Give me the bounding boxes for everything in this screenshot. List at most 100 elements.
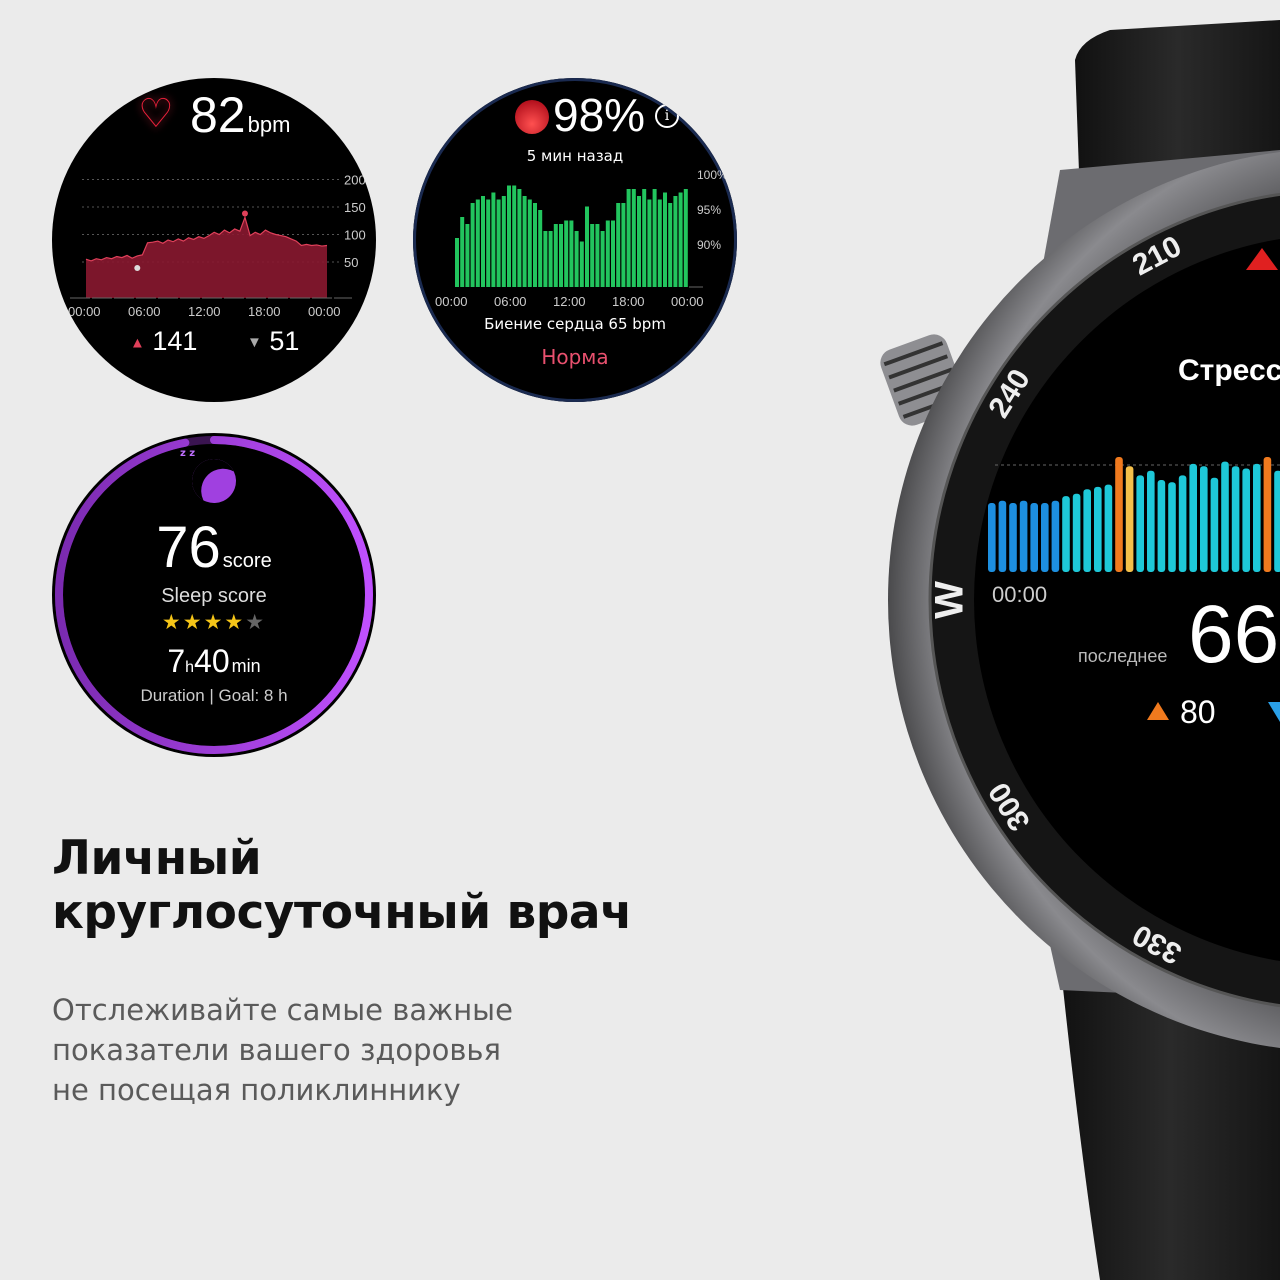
y-tick-label: 90% bbox=[697, 238, 721, 252]
stress-bar bbox=[1062, 496, 1070, 572]
spo2-subtitle: 5 мин назад bbox=[526, 147, 624, 165]
description: Отслеживайте самые важные показатели ваш… bbox=[52, 990, 513, 1110]
sleep-ring bbox=[55, 436, 373, 754]
watch-screen bbox=[974, 239, 1280, 961]
x-tick-label: 12:00 bbox=[188, 304, 221, 319]
spo2-bar bbox=[590, 224, 595, 287]
spo2-bar bbox=[527, 199, 532, 287]
stress-bar bbox=[1210, 477, 1219, 572]
spo2-svg: 100% 95% 90% 00:00 06:00 12:00 18:00 00:00 bbox=[435, 168, 728, 309]
spo2-bar bbox=[605, 220, 610, 287]
heart-rate-value: 82 bbox=[190, 87, 246, 143]
stress-bar bbox=[1136, 475, 1144, 572]
description-line-3: не посещая поликлиннику bbox=[52, 1073, 461, 1107]
y-tick-label: 200 bbox=[344, 173, 366, 188]
star-icon: ★ bbox=[182, 610, 204, 634]
stress-bar bbox=[1041, 503, 1049, 572]
spo2-bar bbox=[616, 203, 621, 287]
heart-rate-svg: 200 150 100 50 00:00 06:00 12:00 18:00 00:00 bbox=[68, 173, 366, 320]
sleep-goal: Duration | Goal: 8 h bbox=[140, 686, 288, 705]
star-icon: ★ bbox=[161, 610, 183, 634]
description-line-2: показатели вашего здоровья bbox=[52, 1033, 501, 1067]
heart-rate-dial: 200 150 100 50 00:00 06:00 12:00 18:00 00:00 ♡ 8… bbox=[52, 78, 376, 402]
spo2-bar bbox=[626, 189, 631, 287]
x-tick-label: 18:00 bbox=[248, 304, 281, 319]
stress-bar bbox=[1200, 466, 1208, 572]
spo2-bar bbox=[683, 189, 688, 287]
stress-bar bbox=[1125, 466, 1134, 572]
stress-bar bbox=[1115, 457, 1123, 572]
stress-bar bbox=[1263, 457, 1272, 572]
spo2-value: 98% bbox=[553, 89, 646, 141]
x-tick-label: 00:00 bbox=[435, 294, 468, 309]
info-icon[interactable]: i bbox=[655, 104, 679, 128]
spo2-bar bbox=[569, 220, 574, 287]
spo2-bar bbox=[553, 224, 558, 287]
bezel-label: W bbox=[928, 581, 972, 619]
stress-bar bbox=[1147, 470, 1155, 572]
spo2-bar bbox=[559, 224, 563, 287]
spo2-bar bbox=[579, 241, 584, 287]
spo2-bar bbox=[548, 231, 553, 287]
stress-min-arrow-icon bbox=[1268, 702, 1280, 722]
spo2-bar bbox=[663, 192, 667, 287]
stress-title: Стресс bbox=[1178, 354, 1280, 387]
stress-bar bbox=[988, 503, 996, 572]
stress-bar bbox=[1253, 463, 1261, 572]
min-point bbox=[134, 264, 141, 271]
stress-bar bbox=[1030, 503, 1038, 572]
spo2-bar bbox=[533, 203, 537, 287]
spo2-dial: 100% 95% 90% 00:00 06:00 12:00 18:00 00:00 98% … bbox=[413, 78, 737, 402]
stress-bar bbox=[998, 500, 1007, 572]
spo2-bar bbox=[652, 189, 657, 287]
y-tick-label: 100% bbox=[697, 168, 728, 182]
spo2-bar bbox=[512, 185, 517, 287]
sleep-score-unit: score bbox=[222, 550, 272, 572]
star-icon: ★ bbox=[203, 610, 225, 634]
spo2-bar bbox=[481, 196, 485, 287]
x-tick-label: 12:00 bbox=[553, 294, 586, 309]
spo2-bar bbox=[585, 206, 589, 287]
spo2-bar bbox=[455, 238, 459, 287]
sleep-hours: 7 bbox=[167, 643, 186, 679]
spo2-bar bbox=[460, 217, 465, 287]
stress-chart bbox=[988, 457, 1280, 572]
north-marker-icon bbox=[1246, 248, 1278, 270]
spo2-bar bbox=[657, 199, 662, 287]
spo2-bar bbox=[600, 231, 605, 287]
spo2-bar bbox=[668, 203, 673, 287]
stress-bar bbox=[1051, 500, 1060, 572]
spo2-chart: 100% 95% 90% 00:00 06:00 12:00 18:00 00:00 bbox=[435, 168, 728, 309]
sleep-minutes-unit: min bbox=[231, 656, 261, 676]
stress-bar bbox=[1242, 468, 1250, 572]
spo2-bar bbox=[595, 224, 600, 287]
spo2-bar bbox=[470, 203, 475, 287]
x-tick-label: 06:00 bbox=[494, 294, 527, 309]
spo2-bar bbox=[678, 192, 683, 287]
description-line-1: Отслеживайте самые важные bbox=[52, 993, 513, 1027]
spo2-bar bbox=[465, 224, 470, 287]
sleep-dial: z z 76 score Sleep score ★★★★★ 7h40 min Du… bbox=[52, 433, 376, 757]
zzz-icon: z z bbox=[180, 448, 196, 459]
heart-rate-unit: bpm bbox=[247, 112, 291, 137]
stress-bar bbox=[1274, 470, 1280, 572]
stress-bar bbox=[1178, 475, 1187, 572]
spo2-bar bbox=[631, 189, 636, 287]
min-arrow-icon: ▼ bbox=[246, 334, 262, 352]
spo2-bar bbox=[543, 231, 548, 287]
stress-bar bbox=[1168, 482, 1176, 572]
spo2-heart-line: Биение сердца 65 bpm bbox=[484, 315, 666, 333]
blood-drop-icon bbox=[515, 100, 549, 134]
spo2-bar bbox=[507, 185, 511, 287]
stress-max-value: 80 bbox=[1180, 694, 1216, 730]
x-tick-label: 00:00 bbox=[308, 304, 341, 319]
sleep-minutes: 40 bbox=[194, 643, 230, 679]
stress-last-label: последнее bbox=[1078, 646, 1167, 666]
spo2-bar bbox=[491, 192, 496, 287]
spo2-bar bbox=[522, 196, 527, 287]
heart-icon: ♡ bbox=[138, 91, 174, 137]
x-tick-label: 00:00 bbox=[68, 304, 101, 319]
spo2-bar bbox=[501, 196, 506, 287]
stress-bar bbox=[1104, 484, 1113, 572]
spo2-bar bbox=[673, 196, 678, 287]
